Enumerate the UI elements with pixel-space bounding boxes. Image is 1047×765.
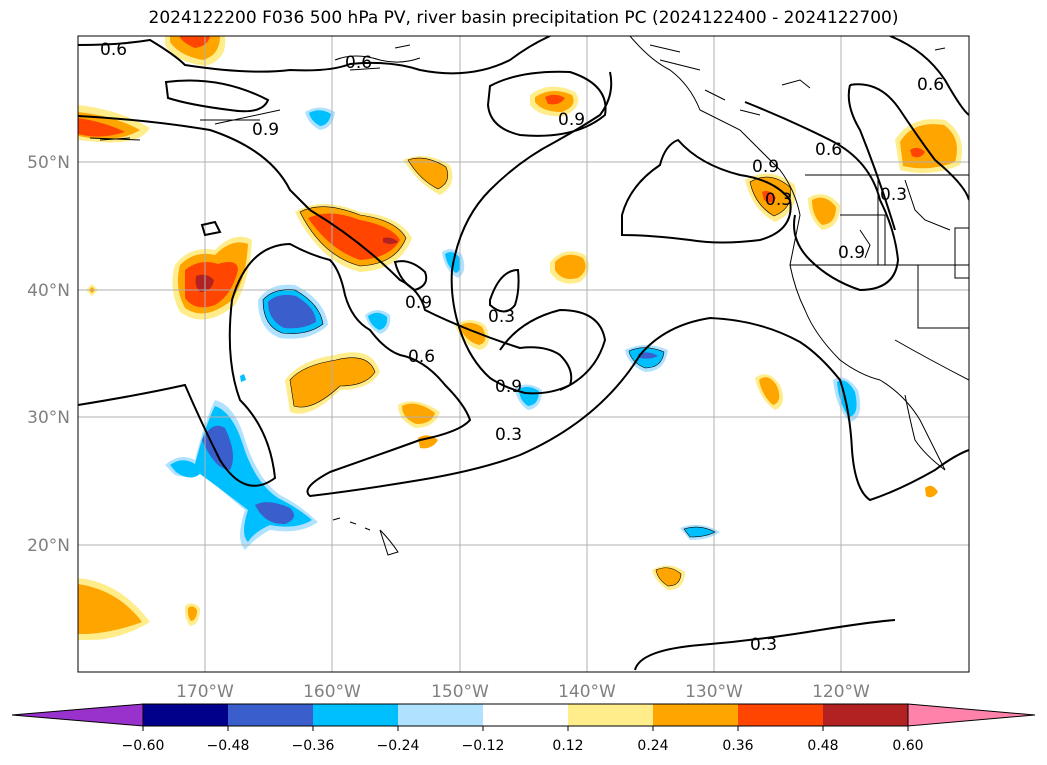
lat-label-40n: 40°N [27, 281, 70, 301]
latitude-labels: 50°N 40°N 30°N 20°N [27, 153, 70, 556]
colorbar-swatch [398, 704, 483, 726]
colorbar-swatch [313, 704, 398, 726]
contour-label: 0.3 [488, 307, 515, 327]
lon-label-170w: 170°W [176, 682, 234, 702]
lat-label-50n: 50°N [27, 153, 70, 173]
colorbar-tick-label: −0.60 [122, 738, 165, 754]
lon-label-120w: 120°W [812, 682, 870, 702]
colorbar-swatch [143, 704, 228, 726]
contour-label: 0.3 [765, 190, 792, 210]
contour-label: 0.9 [752, 157, 779, 177]
colorbar-tick-label: −0.48 [207, 738, 250, 754]
colorbar-swatch [823, 704, 908, 726]
colorbar-tick-label: −0.24 [377, 738, 420, 754]
contour-label: 0.9 [495, 377, 522, 397]
contour-label: 0.3 [495, 425, 522, 445]
contour-label: 0.6 [917, 75, 944, 95]
map-plot-area: 0.6 0.6 0.9 0.9 0.6 0.9 0.6 0.3 0.9 0.3 … [78, 36, 969, 672]
contour-label: 0.9 [838, 243, 865, 263]
colorbar-tick-label: 0.36 [722, 738, 753, 754]
lon-label-130w: 130°W [685, 682, 743, 702]
contour-label: 0.6 [100, 40, 127, 60]
contour-label: 0.9 [252, 120, 279, 140]
colorbar-swatch [228, 704, 313, 726]
lon-label-150w: 150°W [431, 682, 489, 702]
longitude-labels: 170°W 160°W 150°W 140°W 130°W 120°W [176, 682, 870, 702]
contour-label: 0.9 [558, 110, 585, 130]
contour-label: 0.6 [345, 53, 372, 73]
colorbar-tick-label: 0.24 [637, 738, 668, 754]
colorbar-swatch [653, 704, 738, 726]
contour-label: 0.6 [815, 140, 842, 160]
map-gridlines [78, 36, 969, 672]
contour-labels: 0.6 0.6 0.9 0.9 0.6 0.9 0.6 0.3 0.9 0.3 … [100, 40, 944, 655]
colorbar-tick-label: 0.48 [807, 738, 838, 754]
colorbar-tick-label: 0.12 [552, 738, 583, 754]
contour-label: 0.9 [405, 293, 432, 313]
pv-contours [78, 36, 969, 671]
contour-label: 0.6 [408, 347, 435, 367]
chart-title: 2024122200 F036 500 hPa PV, river basin … [148, 8, 899, 28]
map-frame [77, 35, 970, 673]
colorbar-tick-label: 0.60 [892, 738, 923, 754]
contour-label: 0.3 [880, 185, 907, 205]
lon-label-160w: 160°W [303, 682, 361, 702]
colorbar-swatch [568, 704, 653, 726]
colorbar-tick-label: −0.12 [462, 738, 505, 754]
colorbar: −0.60 −0.48 −0.36 −0.24 −0.12 0.12 0.24 0.36 0.4… [11, 703, 1036, 754]
colorbar-extend-max [907, 703, 1036, 727]
lon-label-140w: 140°W [558, 682, 616, 702]
contour-label: 0.3 [750, 635, 777, 655]
colorbar-swatch [483, 704, 568, 726]
colorbar-tick-label: −0.36 [292, 738, 335, 754]
colorbar-outline [142, 703, 909, 727]
lat-label-30n: 30°N [27, 408, 70, 428]
colorbar-extend-min [11, 703, 144, 727]
lat-label-20n: 20°N [27, 536, 70, 556]
coastlines [89, 36, 969, 556]
colorbar-swatch [738, 704, 823, 726]
precipitation-outline [262, 157, 791, 587]
